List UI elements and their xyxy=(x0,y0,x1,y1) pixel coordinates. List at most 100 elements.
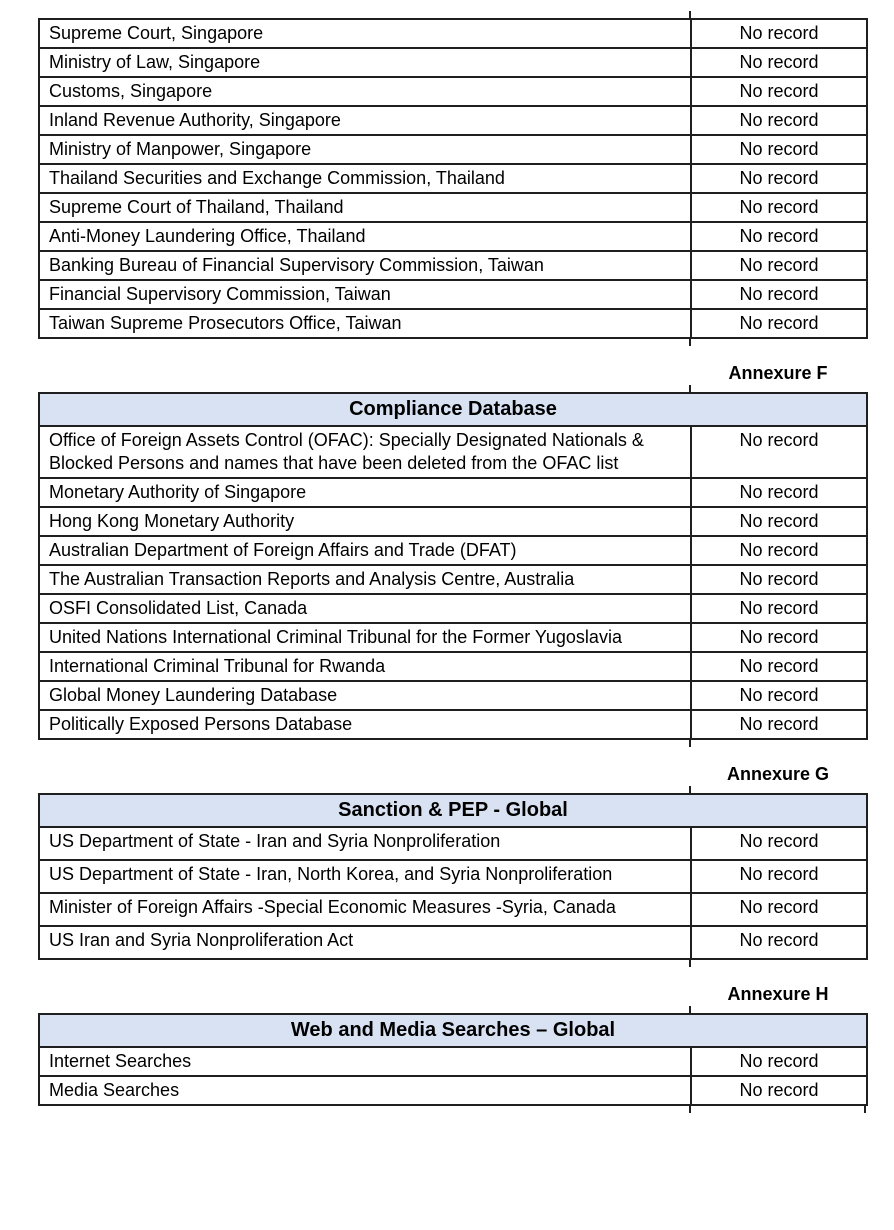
result-cell: No record xyxy=(690,105,868,136)
result-cell: No record xyxy=(689,506,869,537)
table-wrap-web-media-searches: Web and Media Searches – Global Internet… xyxy=(38,1006,868,1113)
column-divider-tick xyxy=(689,385,691,392)
web-media-searches-global-table: Web and Media Searches – Global Internet… xyxy=(38,1013,868,1106)
result-cell: No record xyxy=(689,622,869,653)
annexure-label-h: Annexure H xyxy=(727,984,829,1004)
result-cell: No record xyxy=(690,1046,868,1077)
section-sanction-pep-global: Annexure G Sanction & PEP - Global US De… xyxy=(37,764,869,967)
annexure-label-f: Annexure F xyxy=(728,363,828,383)
result-cell: No record xyxy=(689,651,869,682)
source-cell: Anti-Money Laundering Office, Thailand xyxy=(38,221,692,252)
table-row: US Department of State - Iran, North Kor… xyxy=(38,859,869,894)
table-wrap-regulatory-sources: Supreme Court, Singapore No record Ministr… xyxy=(38,11,868,346)
result-cell: No record xyxy=(689,564,869,595)
source-cell: Australian Department of Foreign Affairs… xyxy=(38,535,692,566)
table-row: Monetary Authority of Singapore No record xyxy=(38,477,869,508)
source-cell: Hong Kong Monetary Authority xyxy=(38,506,692,537)
result-cell: No record xyxy=(690,279,868,310)
table-header-row: Sanction & PEP - Global xyxy=(37,793,869,828)
source-cell: Minister of Foreign Affairs -Special Eco… xyxy=(38,892,692,927)
source-cell: Media Searches xyxy=(38,1075,692,1106)
table-header-row: Web and Media Searches – Global xyxy=(38,1013,868,1048)
sanction-pep-global-table: Sanction & PEP - Global US Department of… xyxy=(37,793,869,960)
section-web-media-searches-global: Annexure H Web and Media Searches – Glob… xyxy=(38,984,868,1113)
column-divider-tick xyxy=(689,740,691,747)
source-cell: US Department of State - Iran, North Kor… xyxy=(38,859,692,894)
table-wrap-compliance-database: Compliance Database Office of Foreign As… xyxy=(37,385,869,747)
table-row: Supreme Court, Singapore No record xyxy=(38,18,868,49)
table-row: Australian Department of Foreign Affairs… xyxy=(38,535,869,566)
compliance-database-table: Compliance Database Office of Foreign As… xyxy=(37,392,869,740)
source-cell: Global Money Laundering Database xyxy=(38,680,692,711)
result-cell: No record xyxy=(689,477,869,508)
result-cell: No record xyxy=(689,709,869,740)
result-cell: No record xyxy=(690,308,868,339)
column-divider-tick xyxy=(689,786,691,793)
column-divider-tick xyxy=(689,1106,691,1113)
source-cell: Customs, Singapore xyxy=(38,76,692,107)
source-cell: Ministry of Manpower, Singapore xyxy=(38,134,692,165)
regulatory-sources-table-continued: Supreme Court, Singapore No record Ministr… xyxy=(38,18,868,339)
table-row: Taiwan Supreme Prosecutors Office, Taiwa… xyxy=(38,308,868,339)
table-row: Ministry of Law, Singapore No record xyxy=(38,47,868,78)
result-cell: No record xyxy=(690,18,868,49)
result-cell: No record xyxy=(689,425,869,479)
table-row: Media Searches No record xyxy=(38,1075,868,1106)
source-cell: Supreme Court of Thailand, Thailand xyxy=(38,192,692,223)
table-row: US Department of State - Iran and Syria … xyxy=(38,826,869,861)
source-cell: Supreme Court, Singapore xyxy=(38,18,692,49)
source-cell: Politically Exposed Persons Database xyxy=(38,709,692,740)
source-cell: Office of Foreign Assets Control (OFAC):… xyxy=(38,425,692,479)
result-cell: No record xyxy=(690,250,868,281)
table-right-edge-tick xyxy=(864,1106,866,1113)
section-regulatory-sources-continued: Supreme Court, Singapore No record Ministr… xyxy=(38,11,868,346)
table-header-row: Compliance Database xyxy=(37,392,869,427)
table-row: Customs, Singapore No record xyxy=(38,76,868,107)
result-cell: No record xyxy=(689,680,869,711)
result-cell: No record xyxy=(690,1075,868,1106)
document-page: Supreme Court, Singapore No record Ministr… xyxy=(37,11,869,1113)
result-cell: No record xyxy=(689,925,869,960)
source-cell: International Criminal Tribunal for Rwan… xyxy=(38,651,692,682)
section-compliance-database: Annexure F Compliance Database Office of… xyxy=(37,363,869,747)
result-cell: No record xyxy=(690,134,868,165)
source-cell: US Department of State - Iran and Syria … xyxy=(38,826,692,861)
annexure-label-g: Annexure G xyxy=(726,764,830,784)
column-divider-tick xyxy=(689,1006,691,1013)
table-row: Inland Revenue Authority, Singapore No re… xyxy=(38,105,868,136)
table-wrap-sanction-pep: Sanction & PEP - Global US Department of… xyxy=(37,786,869,967)
column-divider-tick xyxy=(689,960,691,967)
source-cell: Thailand Securities and Exchange Commiss… xyxy=(38,163,692,194)
source-cell: The Australian Transaction Reports and A… xyxy=(38,564,692,595)
source-cell: Internet Searches xyxy=(38,1046,692,1077)
table-row: Financial Supervisory Commission, Taiwan… xyxy=(38,279,868,310)
table-row: Politically Exposed Persons Database No r… xyxy=(38,709,869,740)
source-cell: Monetary Authority of Singapore xyxy=(38,477,692,508)
result-cell: No record xyxy=(690,163,868,194)
source-cell: United Nations International Criminal Tr… xyxy=(38,622,692,653)
table-row: Office of Foreign Assets Control (OFAC):… xyxy=(38,425,869,479)
table-title: Web and Media Searches – Global xyxy=(38,1013,868,1048)
table-row: Hong Kong Monetary Authority No record xyxy=(38,506,869,537)
source-cell: Banking Bureau of Financial Supervisory … xyxy=(38,250,692,281)
result-cell: No record xyxy=(689,826,869,861)
result-cell: No record xyxy=(690,47,868,78)
table-row: Ministry of Manpower, Singapore No record xyxy=(38,134,868,165)
table-row: Internet Searches No record xyxy=(38,1046,868,1077)
table-row: Thailand Securities and Exchange Commiss… xyxy=(38,163,868,194)
table-row: Global Money Laundering Database No recor… xyxy=(38,680,869,711)
table-row: Anti-Money Laundering Office, Thailand No… xyxy=(38,221,868,252)
table-row: Minister of Foreign Affairs -Special Eco… xyxy=(38,892,869,927)
source-cell: Financial Supervisory Commission, Taiwan xyxy=(38,279,692,310)
source-cell: Ministry of Law, Singapore xyxy=(38,47,692,78)
result-cell: No record xyxy=(689,593,869,624)
result-cell: No record xyxy=(689,859,869,894)
column-divider-tick xyxy=(689,339,691,346)
table-row: The Australian Transaction Reports and A… xyxy=(38,564,869,595)
source-cell: US Iran and Syria Nonproliferation Act xyxy=(38,925,692,960)
result-cell: No record xyxy=(689,892,869,927)
result-cell: No record xyxy=(689,535,869,566)
column-divider-tick xyxy=(689,11,691,18)
table-title: Sanction & PEP - Global xyxy=(37,793,869,828)
result-cell: No record xyxy=(690,76,868,107)
